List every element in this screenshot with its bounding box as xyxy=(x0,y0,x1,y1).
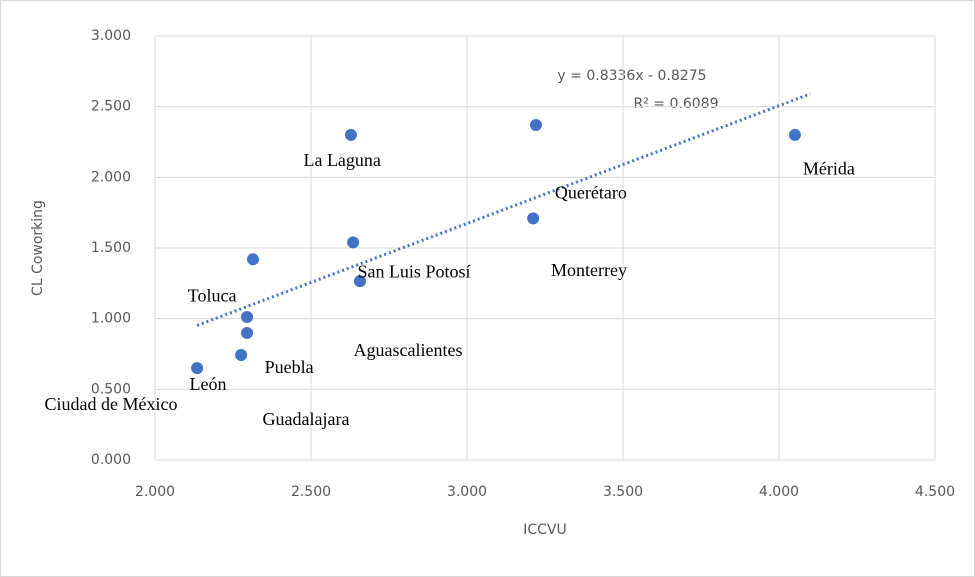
data-point xyxy=(241,310,254,323)
y-axis-label: CL Coworking xyxy=(30,200,46,296)
data-point xyxy=(347,236,360,249)
data-point xyxy=(235,348,248,361)
point-label: Guadalajara xyxy=(263,409,350,429)
y-tick-label: 0.000 xyxy=(91,452,131,468)
data-point xyxy=(527,212,540,225)
y-tick-label: 1.000 xyxy=(91,311,131,327)
y-tick-label: 2.500 xyxy=(91,99,131,115)
point-label: Puebla xyxy=(265,357,314,377)
x-axis-label: ICCVU xyxy=(523,522,567,538)
y-tick-label: 3.000 xyxy=(91,28,131,44)
data-point xyxy=(241,326,254,339)
point-label: Aguascalientes xyxy=(354,340,463,360)
x-tick-label: 3.500 xyxy=(603,484,643,500)
point-label: Ciudad de México xyxy=(45,394,178,414)
data-point xyxy=(344,128,357,141)
data-point xyxy=(529,119,542,132)
x-tick-label: 3.000 xyxy=(447,484,487,500)
point-label: La Laguna xyxy=(303,150,380,170)
data-point xyxy=(246,253,259,266)
point-label: León xyxy=(190,374,227,394)
y-tick-label: 0.500 xyxy=(91,381,131,397)
x-tick-label: 2.000 xyxy=(135,484,175,500)
point-label: Monterrey xyxy=(551,260,627,280)
data-point xyxy=(353,275,366,288)
y-tick-label: 1.500 xyxy=(91,240,131,256)
trendline-equation: y = 0.8336x - 0.8275 xyxy=(557,68,706,84)
data-point xyxy=(191,362,204,375)
x-tick-label: 2.500 xyxy=(291,484,331,500)
trendline-r2: R² = 0.6089 xyxy=(634,96,719,112)
point-label: Querétaro xyxy=(555,182,627,202)
x-tick-label: 4.500 xyxy=(915,484,955,500)
trendline xyxy=(196,92,811,327)
point-label: Toluca xyxy=(188,286,237,306)
point-label: Mérida xyxy=(803,158,855,178)
x-tick-label: 4.000 xyxy=(759,484,799,500)
data-point xyxy=(788,128,801,141)
point-label: San Luis Potosí xyxy=(357,262,470,282)
y-tick-label: 2.000 xyxy=(91,169,131,185)
